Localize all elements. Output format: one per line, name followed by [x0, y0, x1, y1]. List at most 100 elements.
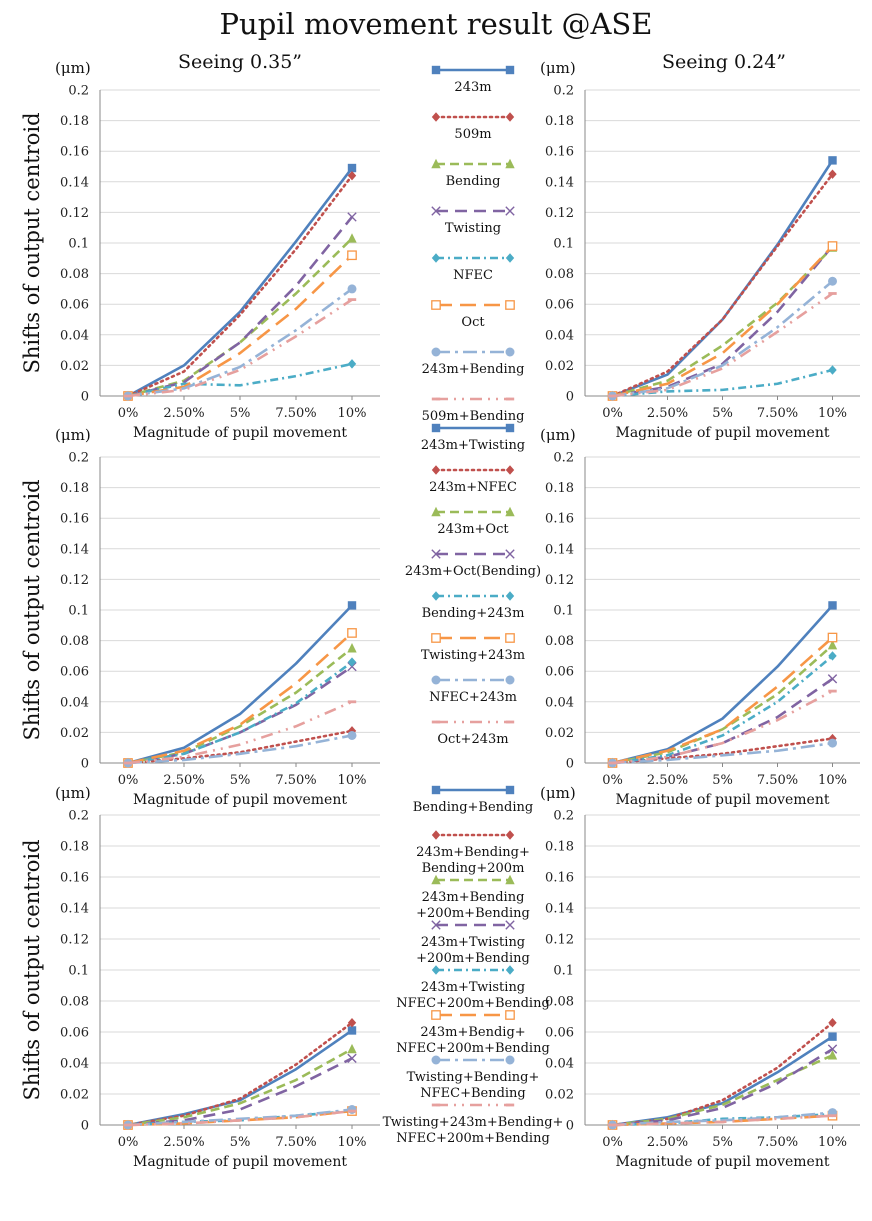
series-line [127, 1047, 353, 1127]
legend-entry: 509m [431, 112, 515, 142]
data-point [347, 1026, 357, 1035]
legend-swatch-marker-stroke [505, 920, 515, 930]
y-tick-label: 0.06 [545, 665, 574, 680]
legend-label: +200m+Bending [416, 951, 530, 966]
legend-swatch-marker [505, 830, 515, 840]
data-point [828, 689, 837, 693]
legend-label: Bending+200m [422, 861, 525, 876]
y-tick-label: 0.1 [68, 604, 89, 619]
data-point [828, 292, 837, 295]
series-8 [123, 1109, 357, 1127]
legend-swatch-marker [431, 253, 441, 263]
series-line [612, 677, 834, 765]
y-tick-label: 0.08 [60, 267, 89, 282]
x-tick-label: 0% [602, 773, 623, 788]
legend-swatch-marker [505, 65, 515, 75]
y-tick-label: 0.18 [60, 114, 89, 129]
data-point [828, 276, 837, 286]
legend-entry: 243m+Twisting [421, 423, 525, 453]
y-unit-label: (μm) [540, 59, 576, 77]
series-line [612, 280, 834, 398]
y-tick-label: 0.04 [545, 1057, 574, 1072]
y-tick-label: 0.04 [545, 695, 574, 710]
y-tick-label: 0.04 [60, 328, 89, 343]
legend-label: Bending+Bending [413, 800, 533, 815]
legend-swatch-marker [505, 347, 515, 357]
x-tick-label: 2.50% [163, 1135, 204, 1150]
legend-swatch-marker-stroke [505, 206, 515, 216]
y-tick-label: 0.06 [60, 665, 89, 680]
series-5 [608, 651, 837, 768]
data-point [347, 359, 357, 369]
y-unit-label: (μm) [540, 426, 576, 444]
legend-swatch-marker [431, 920, 441, 930]
series-line [612, 604, 834, 765]
y-tick-label: 0.1 [553, 237, 574, 252]
legend-label: Twisting+243m [421, 648, 525, 663]
series-line [126, 729, 354, 765]
data-point [347, 730, 357, 740]
legend-label: NFEC+Bending [420, 1086, 526, 1101]
data-point [828, 651, 837, 661]
legend-label: Twisting [445, 221, 501, 236]
x-tick-label: 10% [338, 773, 367, 788]
series-6 [123, 628, 357, 768]
y-tick-label: 0.14 [60, 902, 89, 917]
data-point [347, 163, 357, 173]
legend-swatch-marker [431, 830, 441, 840]
x-axis-label: Magnitude of pupil movement [616, 1154, 830, 1170]
data-point-stroke [347, 1053, 357, 1064]
data-point [347, 233, 357, 243]
series-line [127, 1109, 353, 1127]
legend-swatch-marker [505, 112, 515, 122]
y-tick-label: 0.06 [545, 1026, 574, 1041]
series-4 [123, 212, 357, 401]
series-line [127, 216, 354, 398]
y-tick-label: 0.1 [553, 964, 574, 979]
legend-swatch-marker [431, 158, 441, 169]
y-tick-label: 0.02 [545, 726, 574, 741]
y-tick-label: 0.14 [545, 175, 574, 190]
legend-swatch-marker [431, 1103, 441, 1107]
legend-label: NFEC+200m+Bending [396, 996, 550, 1011]
y-tick-label: 0.12 [60, 573, 89, 588]
legend-swatch-marker [505, 465, 515, 475]
legend-label: Oct+243m [437, 732, 508, 747]
legend-swatch-marker [505, 591, 515, 601]
legend-label: NFEC+200m+Bending [396, 1131, 550, 1146]
series-line [127, 647, 353, 765]
x-tick-label: 0% [118, 773, 139, 788]
y-tick-label: 0.08 [545, 995, 574, 1010]
legend-label: 243m+Bending [422, 362, 525, 377]
legend-swatch-marker [431, 591, 441, 601]
column-title-left: Seeing 0.35” [178, 51, 302, 73]
legend-swatch-marker [431, 965, 441, 975]
y-tick-label: 0.06 [60, 1026, 89, 1041]
data-point [608, 1123, 617, 1127]
data-point [347, 170, 357, 181]
data-point [347, 1043, 357, 1054]
legend-label: 243m+Bendig+ [420, 1025, 525, 1040]
legend-swatch-marker [505, 1055, 515, 1065]
y-tick-label: 0.06 [60, 298, 89, 313]
data-point [827, 639, 838, 650]
x-tick-label: 10% [338, 406, 367, 421]
y-tick-label: 0 [81, 757, 89, 772]
y-tick-label: 0.14 [545, 542, 574, 557]
y-tick-label: 0.16 [545, 512, 574, 527]
x-tick-label: 0% [602, 406, 623, 421]
y-tick-label: 0.12 [60, 933, 89, 948]
legend-swatch-marker [505, 300, 515, 310]
data-point [828, 1032, 837, 1041]
legend-label: 243m+Oct(Bending) [405, 564, 541, 579]
series-line [127, 734, 353, 765]
data-point [347, 700, 357, 704]
legend-entry: NFEC+243m [429, 675, 517, 705]
legend-swatch-marker [505, 206, 515, 216]
x-tick-label: 7.50% [757, 406, 798, 421]
data-point [827, 674, 838, 684]
legend-entry: 243m [431, 65, 515, 95]
x-axis-label: Magnitude of pupil movement [616, 792, 830, 808]
data-point [347, 250, 357, 261]
